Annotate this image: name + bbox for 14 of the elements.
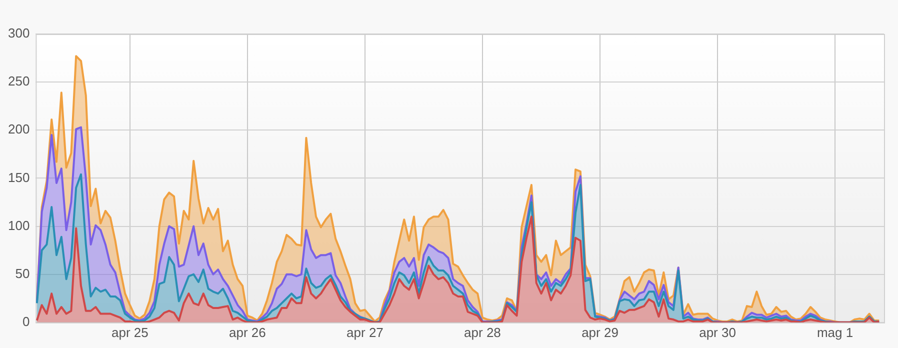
x-tick-label: mag 1 — [816, 324, 854, 340]
x-tick-label: apr 25 — [112, 324, 148, 340]
x-tick-label: apr 27 — [346, 324, 384, 340]
x-tick-label: apr 26 — [229, 324, 266, 340]
y-tick-label: 200 — [8, 122, 30, 137]
y-tick-label: 250 — [8, 74, 30, 89]
y-tick-label: 150 — [8, 170, 30, 185]
x-tick-label: apr 28 — [464, 324, 501, 340]
y-tick-label: 300 — [8, 26, 30, 41]
y-tick-label: 50 — [15, 266, 30, 281]
x-tick-label: apr 29 — [582, 324, 618, 340]
x-tick-label: apr 30 — [699, 324, 736, 340]
y-tick-label: 0 — [22, 314, 30, 329]
y-tick-label: 100 — [8, 218, 30, 233]
